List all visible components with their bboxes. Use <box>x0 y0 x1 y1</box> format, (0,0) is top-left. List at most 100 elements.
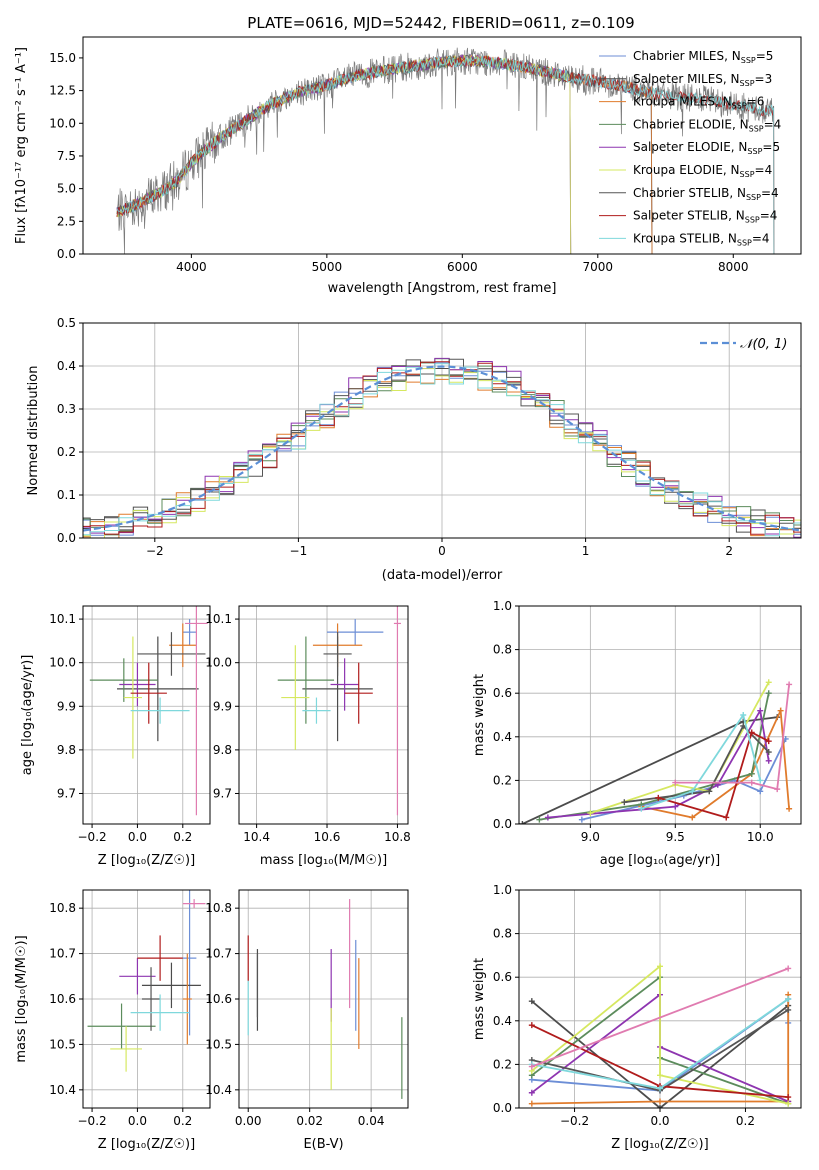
y-tick-label: 0.2 <box>493 1057 512 1071</box>
y-tick-label: 10.5 <box>49 1037 76 1051</box>
chart-mass-weight-vs-Z: −0.2 0.0 0.2 0.0 0.2 0.4 0.6 0.8 1.0 Z [log₁₀(Z/Z… <box>472 883 802 1152</box>
x-axis-label: E(B-V) <box>303 1137 343 1152</box>
y-tick-label: 10.0 <box>205 656 232 670</box>
y-tick-label: 10.0 <box>49 116 76 130</box>
weight-marker <box>777 707 784 714</box>
plot-area <box>277 606 401 816</box>
y-tick-label: 0.4 <box>493 730 512 744</box>
weight-line <box>581 738 787 821</box>
x-axis-label: age [log₁₀(age/yr)] <box>600 853 721 868</box>
weight-marker <box>528 1100 535 1107</box>
x-tick-label: 0.04 <box>358 1114 385 1128</box>
weight-marker <box>757 707 764 714</box>
legend-entry: Chabrier ELODIE, NSSP=4 <box>633 117 781 133</box>
x-tick-label: 0.00 <box>235 1114 262 1128</box>
y-tick-label: 10.5 <box>205 1037 232 1051</box>
axes-frame <box>82 322 802 539</box>
chart-mass-vs-Z: −0.2 0.0 0.2 10.4 10.5 10.6 10.7 10.8 Z [log₁₀(Z… <box>14 889 211 1152</box>
weight-marker <box>757 777 764 784</box>
y-tick-label: 9.9 <box>213 699 232 713</box>
weight-line <box>641 712 762 810</box>
x-tick-label: 0.2 <box>736 1114 755 1128</box>
weight-marker <box>723 814 730 821</box>
x-tick-label: 2 <box>725 544 733 558</box>
y-tick-label: 0.4 <box>493 1014 512 1028</box>
y-tick-label: 0.8 <box>493 927 512 941</box>
x-tick-label: −0.2 <box>78 830 107 844</box>
weight-marker <box>748 770 755 777</box>
weight-line <box>675 684 790 791</box>
x-tick-label: 1 <box>582 544 590 558</box>
x-tick-label: 0.2 <box>173 1114 192 1128</box>
y-axis-label: age [log₁₀(age/yr)] <box>20 655 35 776</box>
x-tick-label: 9.5 <box>666 830 685 844</box>
y-tick-label: 9.8 <box>213 743 232 757</box>
weight-line <box>531 994 790 1105</box>
weight-marker <box>657 1098 663 1105</box>
legend-entry: Chabrier STELIB, NSSP=4 <box>633 186 779 202</box>
x-axis-label: (data-model)/error <box>382 568 503 583</box>
axes-frame <box>238 889 409 1109</box>
x-tick-label: 0.2 <box>173 830 192 844</box>
x-tick-label: 8000 <box>718 260 749 274</box>
x-tick-label: −0.2 <box>560 1114 589 1128</box>
y-tick-label: 10.4 <box>49 1083 76 1097</box>
figure-title: PLATE=0616, MJD=52442, FIBERID=0611, z=0… <box>247 14 634 32</box>
y-tick-label: 12.5 <box>49 84 76 98</box>
weight-marker <box>786 805 793 812</box>
x-axis-label: Z [log₁₀(Z/Z☉)] <box>98 1137 195 1152</box>
y-tick-label: 15.0 <box>49 51 76 65</box>
legend-entry: Chabrier MILES, NSSP=5 <box>633 49 773 65</box>
weight-line <box>531 964 789 1105</box>
plot-area <box>519 679 793 824</box>
weight-marker <box>655 794 662 801</box>
weight-marker <box>528 1022 535 1029</box>
x-axis-label: mass [log₁₀(M/M☉)] <box>260 853 387 868</box>
x-tick-label: 7000 <box>583 260 614 274</box>
y-tick-label: 0.0 <box>493 1101 512 1115</box>
weight-marker <box>785 1006 792 1013</box>
x-tick-label: 10.8 <box>384 830 411 844</box>
weight-marker <box>657 963 663 970</box>
weight-marker <box>519 821 526 824</box>
weight-marker <box>785 1100 792 1107</box>
y-tick-label: 9.9 <box>57 699 76 713</box>
plot-area <box>83 357 801 538</box>
y-tick-label: 0.6 <box>493 970 512 984</box>
weight-marker <box>706 788 713 795</box>
y-tick-label: 9.8 <box>57 743 76 757</box>
chart-mass-vs-EBV: 0.00 0.02 0.04 10.4 10.5 10.6 10.7 10.8 E(B-V) <box>205 889 409 1152</box>
y-tick-label: 0.3 <box>57 402 76 416</box>
weight-line <box>624 724 770 804</box>
x-tick-label: 0.0 <box>128 830 147 844</box>
x-tick-label: 10.6 <box>314 830 341 844</box>
weight-marker <box>689 814 696 821</box>
charts-root: 4000 5000 6000 7000 80000.02.55.07.510.012.5… <box>14 36 802 1152</box>
spectrum-model-line <box>116 55 775 254</box>
weight-marker <box>765 738 772 745</box>
weight-marker <box>528 1089 535 1096</box>
y-tick-label: 0.5 <box>57 316 76 330</box>
histogram-step <box>83 361 801 535</box>
weight-marker <box>765 690 772 697</box>
y-tick-label: 9.7 <box>213 786 232 800</box>
weight-marker <box>657 1085 663 1092</box>
x-tick-label: 4000 <box>176 260 207 274</box>
weight-marker <box>765 749 772 756</box>
plot-area <box>89 606 208 816</box>
axes-frame <box>238 605 409 825</box>
x-tick-label: 0.0 <box>128 1114 147 1128</box>
weight-marker <box>765 679 772 686</box>
y-tick-label: 0.4 <box>57 359 76 373</box>
chart-age-vs-Z: −0.2 0.0 0.2 9.7 9.8 9.9 10.0 10.1 Z [log₁₀(Z/Z☉… <box>20 605 211 868</box>
x-tick-label: 9.0 <box>581 830 600 844</box>
x-tick-label: 0.02 <box>296 1114 323 1128</box>
chart-residuals: −2 −1 0 1 2 0.0 0.1 0.2 0.3 0.4 0.5 (data-model)/er… <box>26 316 802 583</box>
x-tick-label: 10.0 <box>747 830 774 844</box>
weight-marker <box>578 816 585 823</box>
axes-frame <box>82 36 802 255</box>
y-tick-label: 0.2 <box>493 773 512 787</box>
weight-marker <box>587 810 594 817</box>
y-tick-label: 10.8 <box>205 901 232 915</box>
